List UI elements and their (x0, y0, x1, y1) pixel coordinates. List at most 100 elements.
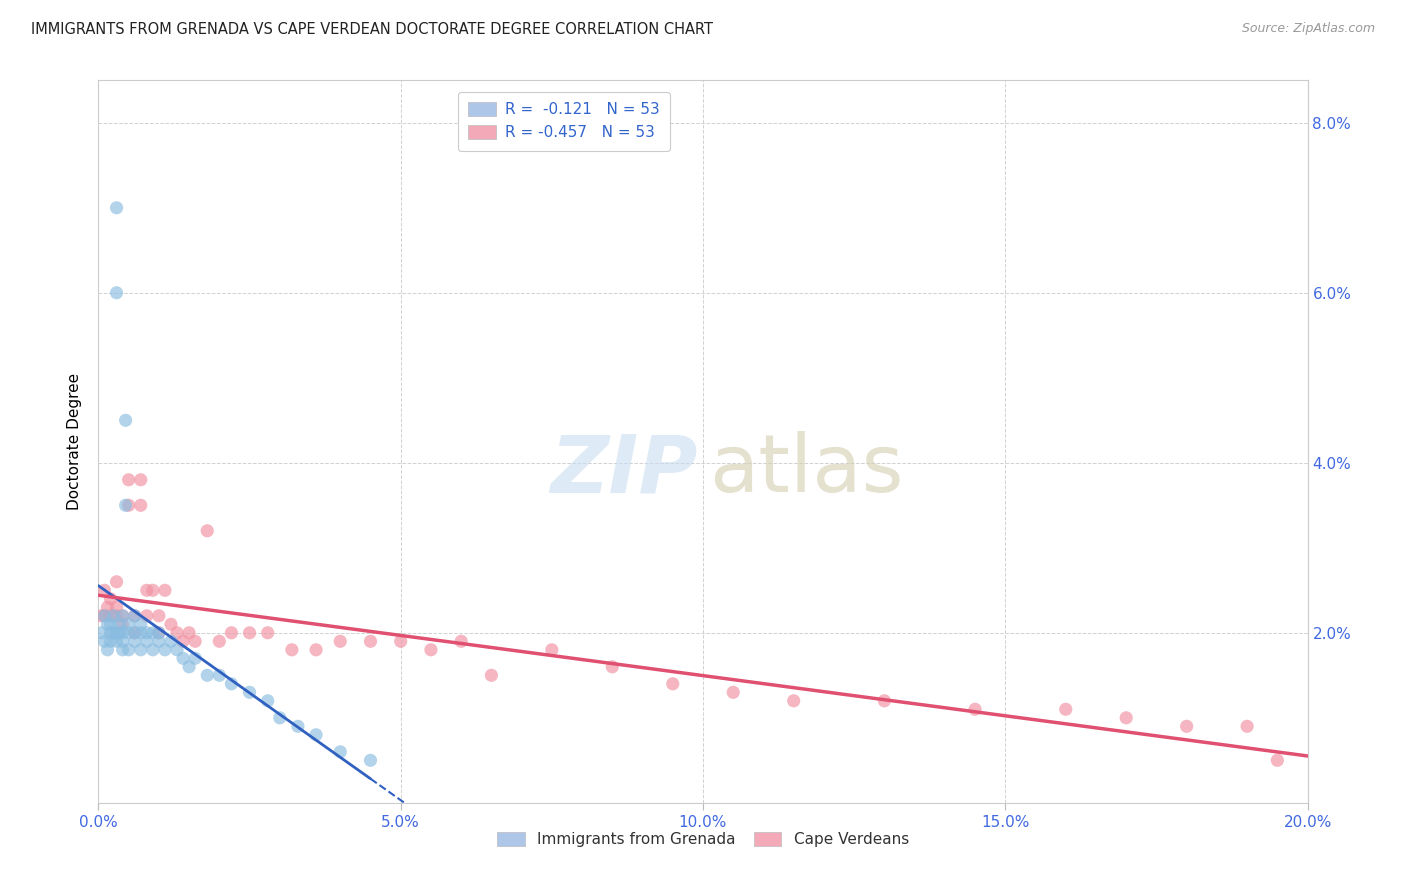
Point (1054, 702, 1077, 716)
Point (1115, 711, 1137, 725)
Point (142, 625, 165, 640)
Point (540, 642, 562, 657)
Point (239, 685, 262, 699)
Point (118, 617, 141, 632)
Point (281, 642, 304, 657)
Point (93, 583, 115, 598)
Point (100, 608, 122, 623)
Point (100, 625, 122, 640)
Point (90, 625, 112, 640)
Point (124, 608, 146, 623)
Legend: Immigrants from Grenada, Cape Verdeans: Immigrants from Grenada, Cape Verdeans (488, 823, 918, 856)
Point (114, 413, 136, 427)
Point (256, 625, 278, 640)
Point (269, 711, 291, 725)
Point (108, 617, 131, 632)
Point (114, 498, 136, 512)
Point (100, 591, 122, 606)
Point (124, 608, 146, 623)
Point (124, 634, 146, 648)
Point (360, 634, 382, 648)
Point (135, 608, 157, 623)
Point (105, 608, 128, 623)
Point (661, 677, 683, 691)
Point (129, 498, 152, 512)
Point (329, 745, 352, 759)
Point (135, 583, 157, 598)
Point (184, 634, 207, 648)
Point (93, 608, 115, 623)
Point (723, 685, 745, 699)
Point (287, 719, 309, 733)
Text: IMMIGRANTS FROM GRENADA VS CAPE VERDEAN DOCTORATE DEGREE CORRELATION CHART: IMMIGRANTS FROM GRENADA VS CAPE VERDEAN … (31, 22, 713, 37)
Point (450, 634, 472, 648)
Point (100, 617, 122, 632)
Point (105, 625, 128, 640)
Point (166, 625, 188, 640)
Point (105, 285, 128, 300)
Point (108, 625, 131, 640)
Point (166, 642, 188, 657)
Point (135, 625, 157, 640)
Point (96, 600, 118, 615)
Point (111, 625, 134, 640)
Point (111, 634, 134, 648)
Point (105, 574, 128, 589)
Y-axis label: Doctorate Degree: Doctorate Degree (67, 373, 83, 510)
Point (118, 642, 141, 657)
Point (305, 728, 328, 742)
Point (148, 625, 170, 640)
Point (195, 524, 218, 538)
Point (208, 668, 231, 682)
Point (96, 617, 118, 632)
Point (239, 625, 262, 640)
Point (129, 642, 152, 657)
Point (329, 634, 352, 648)
Point (179, 660, 201, 674)
Point (118, 498, 141, 512)
Point (124, 625, 146, 640)
Point (1267, 753, 1289, 767)
Point (118, 625, 141, 640)
Point (873, 694, 896, 708)
Point (111, 642, 134, 657)
Point (105, 634, 128, 648)
Point (148, 634, 170, 648)
Point (783, 694, 806, 708)
Point (1175, 719, 1198, 733)
Point (153, 583, 176, 598)
Point (184, 651, 207, 665)
Point (305, 642, 328, 657)
Point (93, 634, 115, 648)
Point (100, 634, 122, 648)
Point (179, 625, 201, 640)
Point (103, 608, 125, 623)
Point (160, 634, 183, 648)
Point (142, 642, 165, 657)
Point (389, 634, 412, 648)
Point (93, 608, 115, 623)
Point (105, 600, 128, 615)
Point (129, 617, 152, 632)
Point (105, 201, 128, 215)
Point (256, 694, 278, 708)
Point (96, 642, 118, 657)
Point (160, 617, 183, 632)
Point (103, 625, 125, 640)
Point (124, 625, 146, 640)
Text: Source: ZipAtlas.com: Source: ZipAtlas.com (1241, 22, 1375, 36)
Point (135, 634, 157, 648)
Point (208, 634, 231, 648)
Point (360, 753, 382, 767)
Point (481, 668, 503, 682)
Point (148, 608, 170, 623)
Point (111, 617, 134, 632)
Text: atlas: atlas (709, 432, 904, 509)
Text: ZIP: ZIP (550, 432, 697, 509)
Point (602, 660, 624, 674)
Point (153, 642, 176, 657)
Point (195, 668, 218, 682)
Point (221, 677, 243, 691)
Point (111, 608, 134, 623)
Point (965, 702, 987, 716)
